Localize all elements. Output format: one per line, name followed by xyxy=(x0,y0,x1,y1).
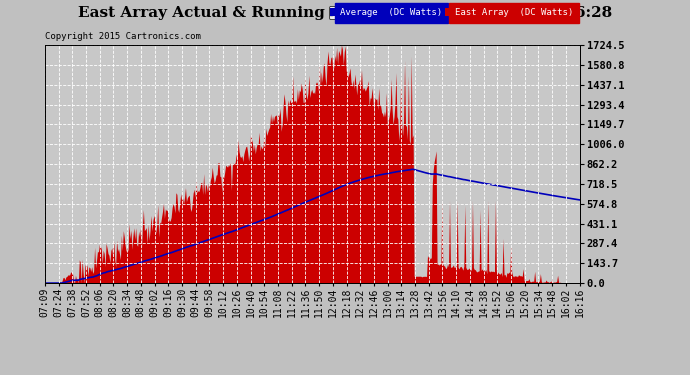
Legend: Average  (DC Watts), East Array  (DC Watts): Average (DC Watts), East Array (DC Watts… xyxy=(328,6,575,19)
Text: East Array Actual & Running Average Power Thu Nov 19 16:28: East Array Actual & Running Average Powe… xyxy=(78,6,612,20)
Text: Copyright 2015 Cartronics.com: Copyright 2015 Cartronics.com xyxy=(45,32,201,41)
